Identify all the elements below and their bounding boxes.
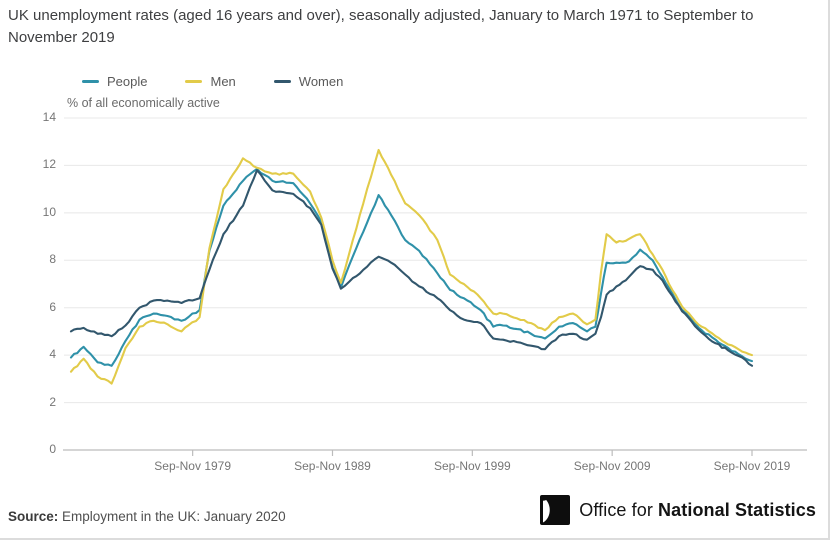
source-note: Source: Employment in the UK: January 20… xyxy=(8,509,286,524)
legend-item-women: Women xyxy=(273,74,344,89)
x-axis-tick-label: Sep-Nov 1989 xyxy=(294,459,371,473)
legend-label: Women xyxy=(298,74,344,89)
series-line-men xyxy=(69,148,754,385)
legend-swatch-men xyxy=(185,80,203,83)
y-axis-tick-label: 0 xyxy=(49,442,56,456)
x-axis-tick-label: Sep-Nov 2019 xyxy=(713,459,791,473)
x-axis-tick-label: Sep-Nov 1979 xyxy=(154,459,232,473)
y-axis-tick-label: 8 xyxy=(49,252,56,267)
ons-logo-text-bold: National Statistics xyxy=(658,499,816,520)
y-axis-unit-label: % of all economically active xyxy=(67,96,220,110)
y-axis-tick-label: 2 xyxy=(49,394,56,409)
ons-logo: Office for National Statistics xyxy=(540,495,816,525)
x-axis-tick-label: Sep-Nov 2009 xyxy=(573,459,651,473)
legend-item-men: Men xyxy=(185,74,236,89)
series-line-women xyxy=(69,169,754,367)
source-label: Source: xyxy=(8,509,59,524)
legend: People Men Women xyxy=(82,74,343,89)
source-text: Employment in the UK: January 2020 xyxy=(62,509,286,524)
legend-label: People xyxy=(107,74,148,89)
ons-logo-icon xyxy=(540,495,571,525)
legend-swatch-people xyxy=(82,80,99,83)
ons-logo-text-light: Office for xyxy=(579,499,659,520)
y-axis-tick-label: 12 xyxy=(42,157,56,172)
legend-label: Men xyxy=(210,74,236,89)
y-axis-tick-label: 10 xyxy=(42,204,56,219)
chart-title: UK unemployment rates (aged 16 years and… xyxy=(8,7,754,46)
x-axis-tick-label: Sep-Nov 1999 xyxy=(433,459,511,473)
series-line-people xyxy=(69,167,754,367)
ons-logo-text: Office for National Statistics xyxy=(579,500,816,521)
legend-swatch-women xyxy=(273,80,291,83)
y-axis-tick-label: 4 xyxy=(49,347,56,362)
y-axis-tick-label: 14 xyxy=(42,110,56,124)
y-axis-tick-label: 6 xyxy=(49,299,56,314)
legend-item-people: People xyxy=(82,74,147,89)
